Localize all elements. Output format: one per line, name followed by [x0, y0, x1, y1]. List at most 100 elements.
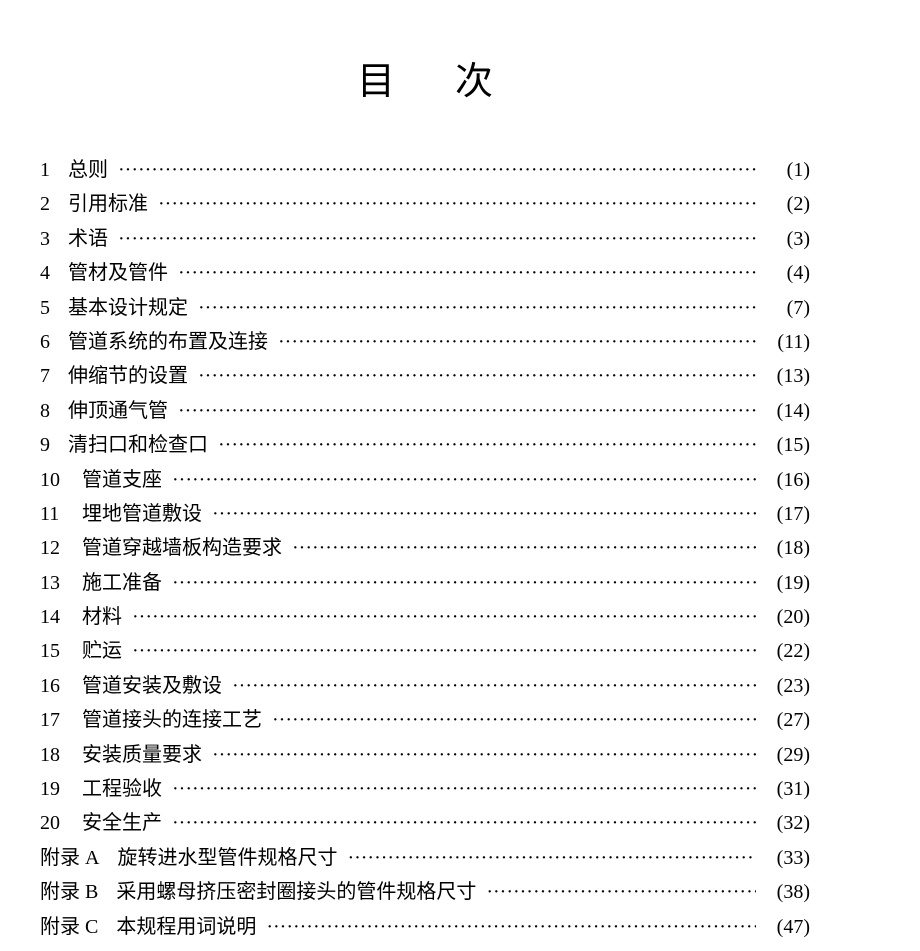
- entry-page: (17): [756, 497, 810, 531]
- entry-page: (29): [756, 738, 810, 772]
- leader-dots: [174, 256, 756, 290]
- entry-page: (4): [756, 256, 810, 290]
- entry-label: 管道穿越墙板构造要求: [82, 531, 282, 565]
- entry-label: 工程验收: [82, 772, 162, 806]
- entry-number: 12: [40, 531, 82, 565]
- leader-dots: [208, 497, 756, 531]
- toc-entry: 3术语 (3): [40, 222, 810, 256]
- toc-entry: 19工程验收(31): [40, 772, 810, 806]
- leader-dots: [194, 359, 756, 393]
- leader-dots: [128, 600, 756, 634]
- appendix-page: (33): [756, 841, 810, 875]
- entry-number: 19: [40, 772, 82, 806]
- entry-label: 管材及管件: [68, 256, 168, 290]
- entry-page: (13): [756, 359, 810, 393]
- entry-label: 术语: [68, 222, 108, 256]
- entry-number: 10: [40, 463, 82, 497]
- toc-entry: 15贮运 (22): [40, 634, 810, 668]
- toc-entry: 6管道系统的布置及连接 (11): [40, 325, 810, 359]
- toc-entry: 14材料 (20): [40, 600, 810, 634]
- entry-page: (11): [756, 325, 810, 359]
- toc-entry: 4管材及管件 (4): [40, 256, 810, 290]
- leader-dots: [262, 910, 756, 944]
- leader-dots: [128, 634, 756, 668]
- leader-dots: [168, 772, 756, 806]
- appendix-letter: 附录 B: [40, 875, 98, 909]
- leader-dots: [343, 841, 756, 875]
- leader-dots: [214, 428, 756, 462]
- toc-entry: 2引用标准 (2): [40, 187, 810, 221]
- entry-label: 清扫口和检查口: [68, 428, 208, 462]
- entry-page: (20): [756, 600, 810, 634]
- leader-dots: [114, 153, 756, 187]
- toc-entry: 20安全生产(32): [40, 806, 810, 840]
- page-title: 目次: [40, 50, 810, 105]
- toc-entry: 16管道安装及敷设 (23): [40, 669, 810, 703]
- toc-entry: 13施工准备(19): [40, 566, 810, 600]
- entry-label: 管道支座: [82, 463, 162, 497]
- leader-dots: [208, 738, 756, 772]
- leader-dots: [268, 703, 756, 737]
- entry-page: (7): [756, 291, 810, 325]
- entry-label: 管道接头的连接工艺: [82, 703, 262, 737]
- entry-page: (3): [756, 222, 810, 256]
- leader-dots: [194, 291, 756, 325]
- entry-label: 施工准备: [82, 566, 162, 600]
- toc-appendix: 附录 C 本规程用词说明 (47): [40, 910, 810, 944]
- leader-dots: [154, 187, 756, 221]
- table-of-contents: 1总则(1)2引用标准(2)3术语(3)4管材及管件(4)5基本设计规定(7)6…: [40, 153, 810, 944]
- entry-number: 18: [40, 738, 82, 772]
- entry-label: 材料: [82, 600, 122, 634]
- entry-number: 4: [40, 256, 68, 290]
- entry-page: (22): [756, 634, 810, 668]
- entry-page: (18): [756, 531, 810, 565]
- toc-entry: 1总则(1): [40, 153, 810, 187]
- leader-dots: [168, 463, 756, 497]
- appendix-page: (47): [756, 910, 810, 944]
- toc-entry: 11埋地管道敷设 (17): [40, 497, 810, 531]
- entry-page: (19): [756, 566, 810, 600]
- entry-label: 埋地管道敷设: [82, 497, 202, 531]
- entry-page: (15): [756, 428, 810, 462]
- entry-number: 3: [40, 222, 68, 256]
- entry-label: 安装质量要求: [82, 738, 202, 772]
- entry-page: (27): [756, 703, 810, 737]
- entry-label: 安全生产: [82, 806, 162, 840]
- entry-label: 贮运: [82, 634, 122, 668]
- toc-appendix: 附录 B采用螺母挤压密封圈接头的管件规格尺寸(38): [40, 875, 810, 909]
- entry-label: 基本设计规定: [68, 291, 188, 325]
- leader-dots: [168, 566, 756, 600]
- leader-dots: [114, 222, 756, 256]
- leader-dots: [274, 325, 756, 359]
- entry-number: 6: [40, 325, 68, 359]
- leader-dots: [288, 531, 756, 565]
- leader-dots: [174, 394, 756, 428]
- entry-number: 15: [40, 634, 82, 668]
- entry-number: 8: [40, 394, 68, 428]
- appendix-letter: 附录 C: [40, 910, 98, 944]
- entry-page: (2): [756, 187, 810, 221]
- toc-entry: 17管道接头的连接工艺(27): [40, 703, 810, 737]
- appendix-page: (38): [756, 875, 810, 909]
- entry-number: 1: [40, 153, 68, 187]
- toc-entry: 5基本设计规定(7): [40, 291, 810, 325]
- entry-page: (16): [756, 463, 810, 497]
- toc-entry: 7伸缩节的设置(13): [40, 359, 810, 393]
- appendix-label: 本规程用词说明: [116, 910, 256, 944]
- entry-label: 管道安装及敷设: [82, 669, 222, 703]
- entry-number: 16: [40, 669, 82, 703]
- entry-label: 伸顶通气管: [68, 394, 168, 428]
- entry-number: 20: [40, 806, 82, 840]
- entry-label: 引用标准: [68, 187, 148, 221]
- entry-number: 2: [40, 187, 68, 221]
- entry-label: 总则: [68, 153, 108, 187]
- appendix-letter: 附录 A: [40, 841, 99, 875]
- appendix-label: 旋转进水型管件规格尺寸: [117, 841, 337, 875]
- entry-page: (23): [756, 669, 810, 703]
- entry-number: 14: [40, 600, 82, 634]
- toc-entry: 12管道穿越墙板构造要求 (18): [40, 531, 810, 565]
- entry-number: 11: [40, 497, 82, 531]
- toc-entry: 10管道支座 (16): [40, 463, 810, 497]
- entry-label: 管道系统的布置及连接: [68, 325, 268, 359]
- toc-appendix: 附录 A 旋转进水型管件规格尺寸 (33): [40, 841, 810, 875]
